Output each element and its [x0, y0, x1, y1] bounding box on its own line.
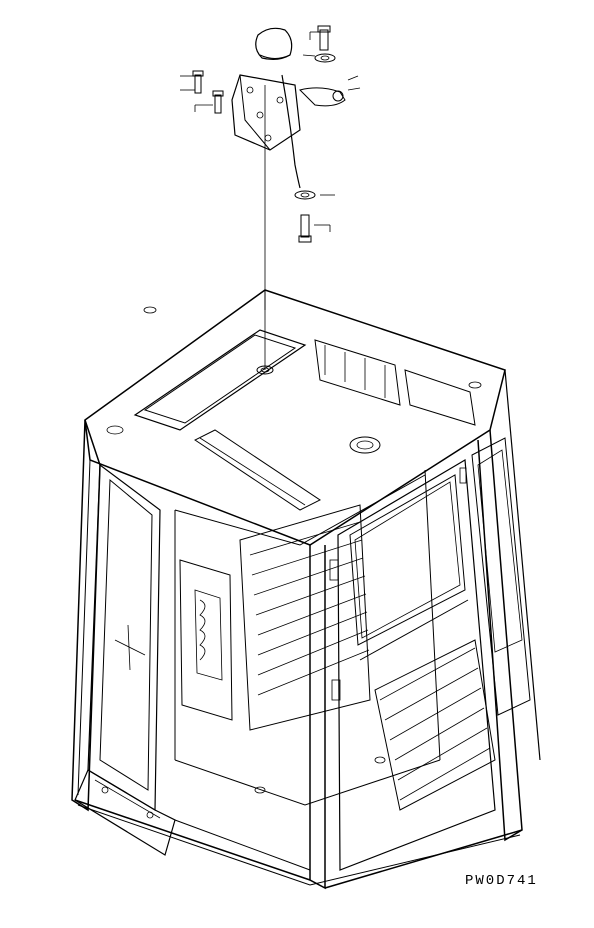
cab-body	[72, 290, 540, 888]
technical-drawing	[0, 0, 594, 923]
exploded-parts-group	[180, 26, 360, 242]
bracket-mount	[232, 75, 300, 150]
bolt-left-1	[180, 71, 203, 93]
bolt-top-right	[310, 26, 330, 50]
diagram-container: PW0D741	[0, 0, 594, 923]
bolt-bottom	[299, 215, 330, 242]
washer-bottom	[295, 191, 335, 199]
right-side-panel	[338, 460, 495, 870]
drawing-code-label: PW0D741	[465, 873, 538, 889]
clamp-lever	[300, 76, 360, 106]
cap-cover	[256, 28, 292, 59]
washer-top-right	[303, 54, 335, 62]
bolt-left-2	[195, 91, 223, 113]
hinge-details	[330, 468, 466, 700]
